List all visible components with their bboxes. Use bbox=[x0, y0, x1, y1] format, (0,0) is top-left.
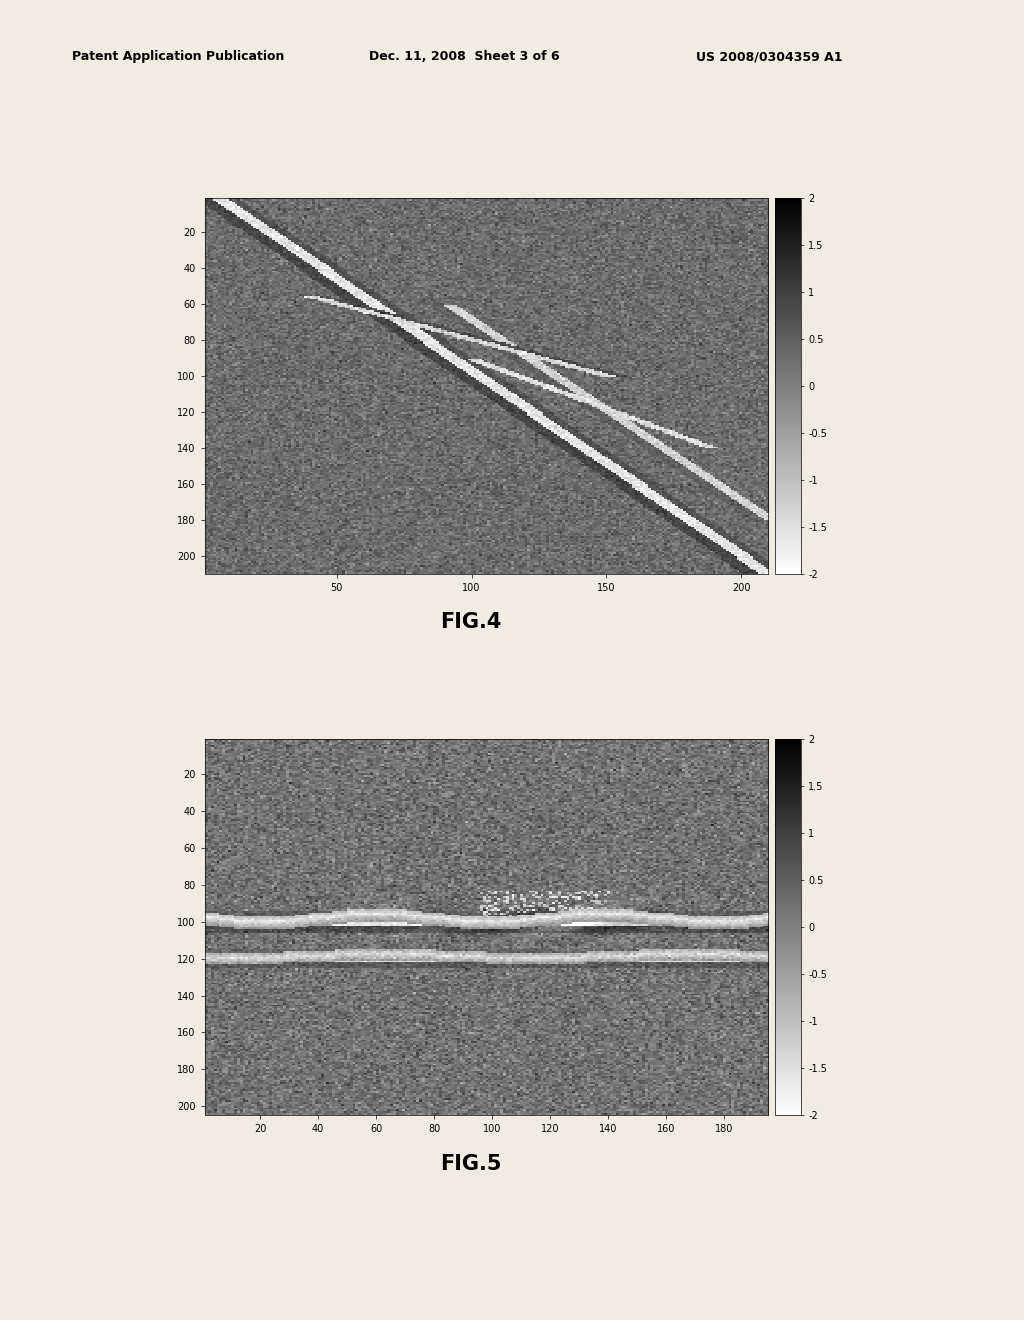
Text: FIG.5: FIG.5 bbox=[440, 1154, 502, 1173]
Text: US 2008/0304359 A1: US 2008/0304359 A1 bbox=[696, 50, 843, 63]
Text: Patent Application Publication: Patent Application Publication bbox=[72, 50, 284, 63]
Text: FIG.4: FIG.4 bbox=[440, 612, 502, 632]
Text: Dec. 11, 2008  Sheet 3 of 6: Dec. 11, 2008 Sheet 3 of 6 bbox=[369, 50, 559, 63]
